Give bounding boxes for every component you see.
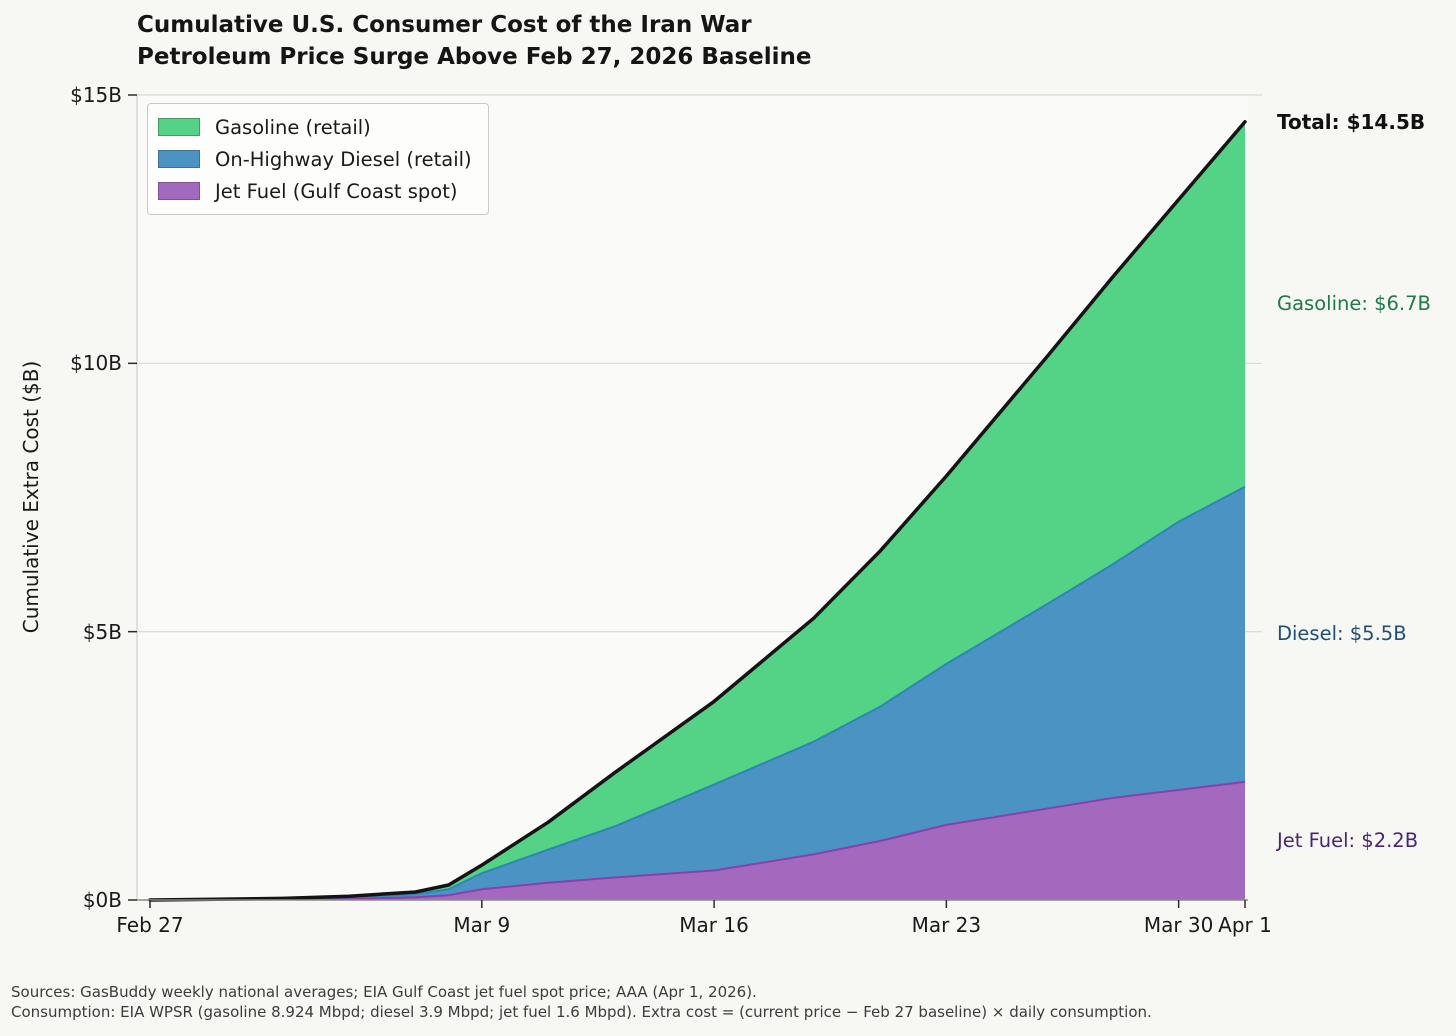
- legend-item: Jet Fuel (Gulf Coast spot): [158, 175, 472, 207]
- value-annotation: Diesel: $5.5B: [1277, 622, 1407, 646]
- legend-item: Gasoline (retail): [158, 111, 472, 143]
- legend-label: On-Highway Diesel (retail): [215, 147, 472, 171]
- y-axis-label: Cumulative Extra Cost ($B): [19, 360, 43, 634]
- x-tick-label: Mar 9: [453, 913, 511, 937]
- x-tick-label: Feb 27: [116, 913, 184, 937]
- area-gasoline-retail: [150, 121, 1245, 901]
- legend-label: Gasoline (retail): [215, 115, 371, 139]
- area-jet-fuel-gulf-coast-spot: [150, 781, 1245, 900]
- area-on-highway-diesel-retail: [150, 486, 1245, 900]
- y-tick-label: $0B: [82, 888, 122, 912]
- footer: Sources: GasBuddy weekly national averag…: [11, 982, 1152, 1023]
- y-tick-label: $10B: [70, 351, 122, 376]
- x-tick-label: Apr 1: [1218, 913, 1272, 937]
- value-annotation: Jet Fuel: $2.2B: [1277, 828, 1419, 852]
- x-tick-label: Mar 30: [1143, 913, 1214, 937]
- legend-swatch: [158, 182, 200, 200]
- stacked-area-plot: [128, 94, 1262, 908]
- legend-swatch: [158, 118, 200, 136]
- legend: Gasoline (retail) On-Highway Diesel (reta…: [147, 103, 489, 215]
- x-tick-label: Mar 23: [911, 913, 982, 937]
- legend-item: On-Highway Diesel (retail): [158, 143, 472, 175]
- total-line: [148, 120, 1247, 902]
- stack-boundary-line: [149, 780, 1246, 901]
- x-tick-label: Mar 16: [679, 913, 749, 937]
- methodology-note: Consumption: EIA WPSR (gasoline 8.924 Mb…: [11, 1003, 1152, 1022]
- chart-title: Cumulative U.S. Consumer Cost of the Ira…: [137, 12, 812, 71]
- value-annotation: Total: $14.5B: [1277, 109, 1426, 134]
- y-tick-label: $15B: [70, 83, 122, 107]
- legend-swatch: [158, 150, 200, 168]
- y-tick-label: $5B: [82, 619, 122, 644]
- value-annotation: Gasoline: $6.7B: [1277, 292, 1431, 316]
- legend-label: Jet Fuel (Gulf Coast spot): [215, 179, 458, 203]
- source-note: Sources: GasBuddy weekly national averag…: [11, 983, 757, 1001]
